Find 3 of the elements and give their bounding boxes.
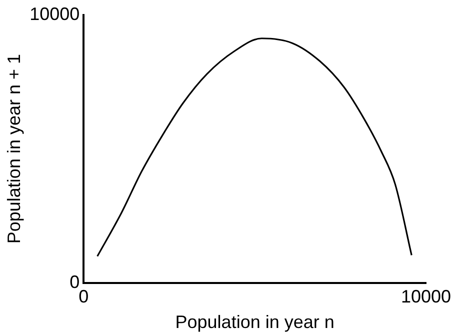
line-series bbox=[96, 38, 412, 258]
x-axis-title: Population in year n bbox=[175, 312, 334, 332]
y-axis-title: Population in year n + 1 bbox=[4, 54, 24, 244]
